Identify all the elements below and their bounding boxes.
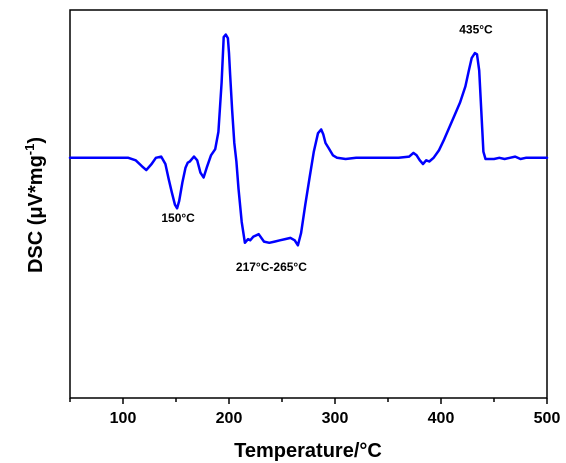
- x-tick-label: 400: [428, 410, 455, 427]
- dsc-curve: [68, 33, 549, 247]
- plot-frame: [69, 9, 548, 399]
- x-axis-tick-labels: 100 200 300 400 500: [110, 410, 561, 427]
- y-axis-title-main: DSC (μV*mg: [25, 155, 47, 273]
- x-axis-title: Temperature/°C: [234, 440, 382, 462]
- x-tick-label: 500: [534, 410, 561, 427]
- peak-annotation: 217°C-265°C: [236, 260, 307, 274]
- y-axis-title: DSC (μV*mg-1): [22, 137, 47, 273]
- y-axis-title-sup: -1: [22, 144, 37, 156]
- y-axis-title-end: ): [25, 137, 47, 144]
- x-tick-label: 100: [110, 410, 137, 427]
- x-axis-ticks: [69, 398, 548, 404]
- peak-annotation: 150°C: [161, 211, 195, 225]
- x-tick-label: 200: [216, 410, 243, 427]
- peak-annotation: 435°C: [459, 22, 493, 36]
- x-tick-label: 300: [322, 410, 349, 427]
- peak-annotations: 150°C 217°C-265°C 435°C: [161, 22, 493, 274]
